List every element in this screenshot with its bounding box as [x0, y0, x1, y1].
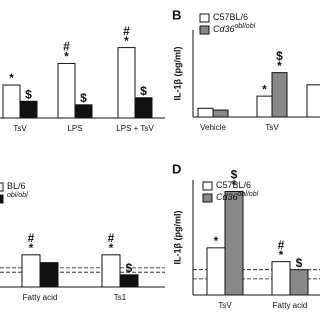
legend-label: Cd36obl/obl	[216, 191, 259, 203]
legend-swatch	[202, 193, 213, 203]
bar	[197, 107, 214, 118]
bar	[212, 109, 229, 118]
significance-marker: #	[63, 40, 70, 54]
x-tick-label: LPS	[67, 124, 82, 133]
x-tick-label: Fatty acid	[23, 293, 58, 302]
y-axis-label: IL-1β (pg/ml)	[172, 211, 182, 265]
legend-label: obl/obl	[7, 192, 28, 199]
legend-name: C57BL/6	[213, 12, 248, 22]
bar	[256, 95, 273, 118]
legend-superscript: obl/obl	[235, 23, 256, 30]
significance-marker: *	[214, 234, 219, 248]
x-tick-label: TsV	[13, 124, 27, 133]
bar	[289, 269, 309, 296]
x-tick-label: LPS + TsV	[116, 124, 154, 133]
legend-label: BL/6	[7, 181, 26, 191]
bar	[21, 254, 41, 288]
significance-marker: *	[277, 59, 282, 73]
significance-marker: *	[9, 71, 14, 85]
significance-marker: $	[126, 261, 133, 275]
x-tick-label: TsV	[218, 301, 232, 310]
bar	[57, 62, 76, 119]
significance-marker: $	[231, 168, 238, 182]
legend-superscript: obl/obl	[7, 192, 28, 199]
panel-label: D	[172, 161, 181, 176]
significance-marker: $	[140, 84, 147, 98]
significance-marker: $	[25, 87, 32, 101]
legend-swatch	[199, 13, 210, 23]
bar	[74, 104, 93, 119]
bar	[224, 191, 244, 296]
bar	[306, 84, 320, 118]
significance-marker: *	[232, 178, 237, 192]
significance-marker: *	[64, 50, 69, 64]
bar	[271, 72, 288, 118]
bar	[19, 100, 38, 119]
significance-marker: #	[123, 24, 130, 38]
significance-marker: #	[108, 231, 115, 245]
significance-marker: #	[278, 238, 285, 252]
bar	[39, 262, 59, 288]
significance-marker: *	[279, 248, 284, 262]
significance-marker: $	[276, 49, 283, 63]
significance-marker: *	[124, 34, 129, 48]
bar	[101, 254, 121, 288]
significance-marker: *	[262, 82, 267, 96]
bar	[117, 47, 136, 119]
legend-name: BL/6	[7, 181, 26, 191]
legend-superscript: obl/obl	[238, 191, 259, 198]
legend-label: C57BL/6	[216, 180, 251, 190]
x-tick-label: TsV	[265, 123, 279, 132]
significance-marker: *	[29, 241, 34, 255]
x-tick-label: Vehicle	[200, 123, 226, 132]
x-tick-label: Ts1	[114, 293, 127, 302]
x-tick-label: Fatty acid	[273, 301, 308, 310]
bar	[2, 84, 21, 119]
bar	[206, 247, 226, 296]
y-axis-label: IL-1β (pg/ml)	[172, 47, 182, 101]
legend-swatch	[0, 182, 4, 192]
panel-label: B	[172, 7, 181, 22]
legend-name: Cd36	[216, 192, 238, 202]
legend-name: Cd36	[213, 24, 235, 34]
legend-swatch	[202, 181, 213, 191]
legend-name: C57BL/6	[216, 180, 251, 190]
significance-marker: *	[109, 241, 114, 255]
significance-marker: #	[28, 231, 35, 245]
significance-marker: $	[80, 91, 87, 105]
bar	[119, 274, 139, 288]
bar	[134, 97, 153, 119]
bar	[271, 261, 291, 296]
significance-marker: $	[296, 256, 303, 270]
legend-label: C57BL/6	[213, 12, 248, 22]
legend-label: Cd36obl/obl	[213, 23, 256, 35]
legend-swatch	[0, 194, 4, 204]
legend-swatch	[199, 25, 210, 35]
